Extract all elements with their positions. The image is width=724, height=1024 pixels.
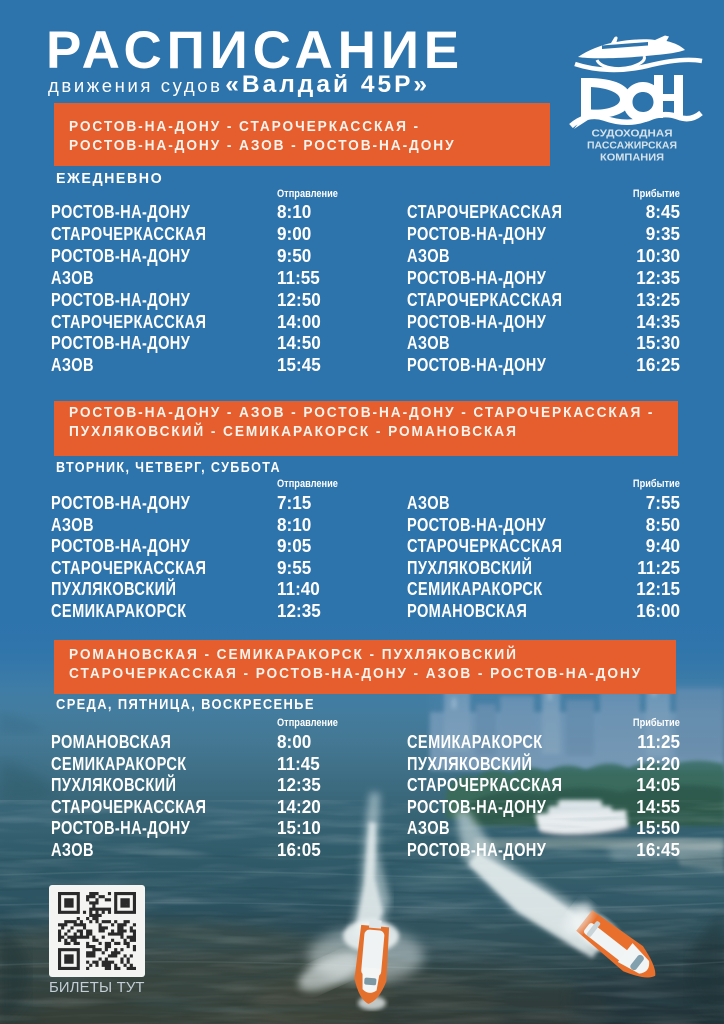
svg-text:ПАССАЖИРСКАЯ: ПАССАЖИРСКАЯ xyxy=(587,141,677,152)
svg-text:КОМПАНИЯ: КОМПАНИЯ xyxy=(600,153,664,164)
svg-text:СУДОХОДНАЯ: СУДОХОДНАЯ xyxy=(592,129,673,140)
